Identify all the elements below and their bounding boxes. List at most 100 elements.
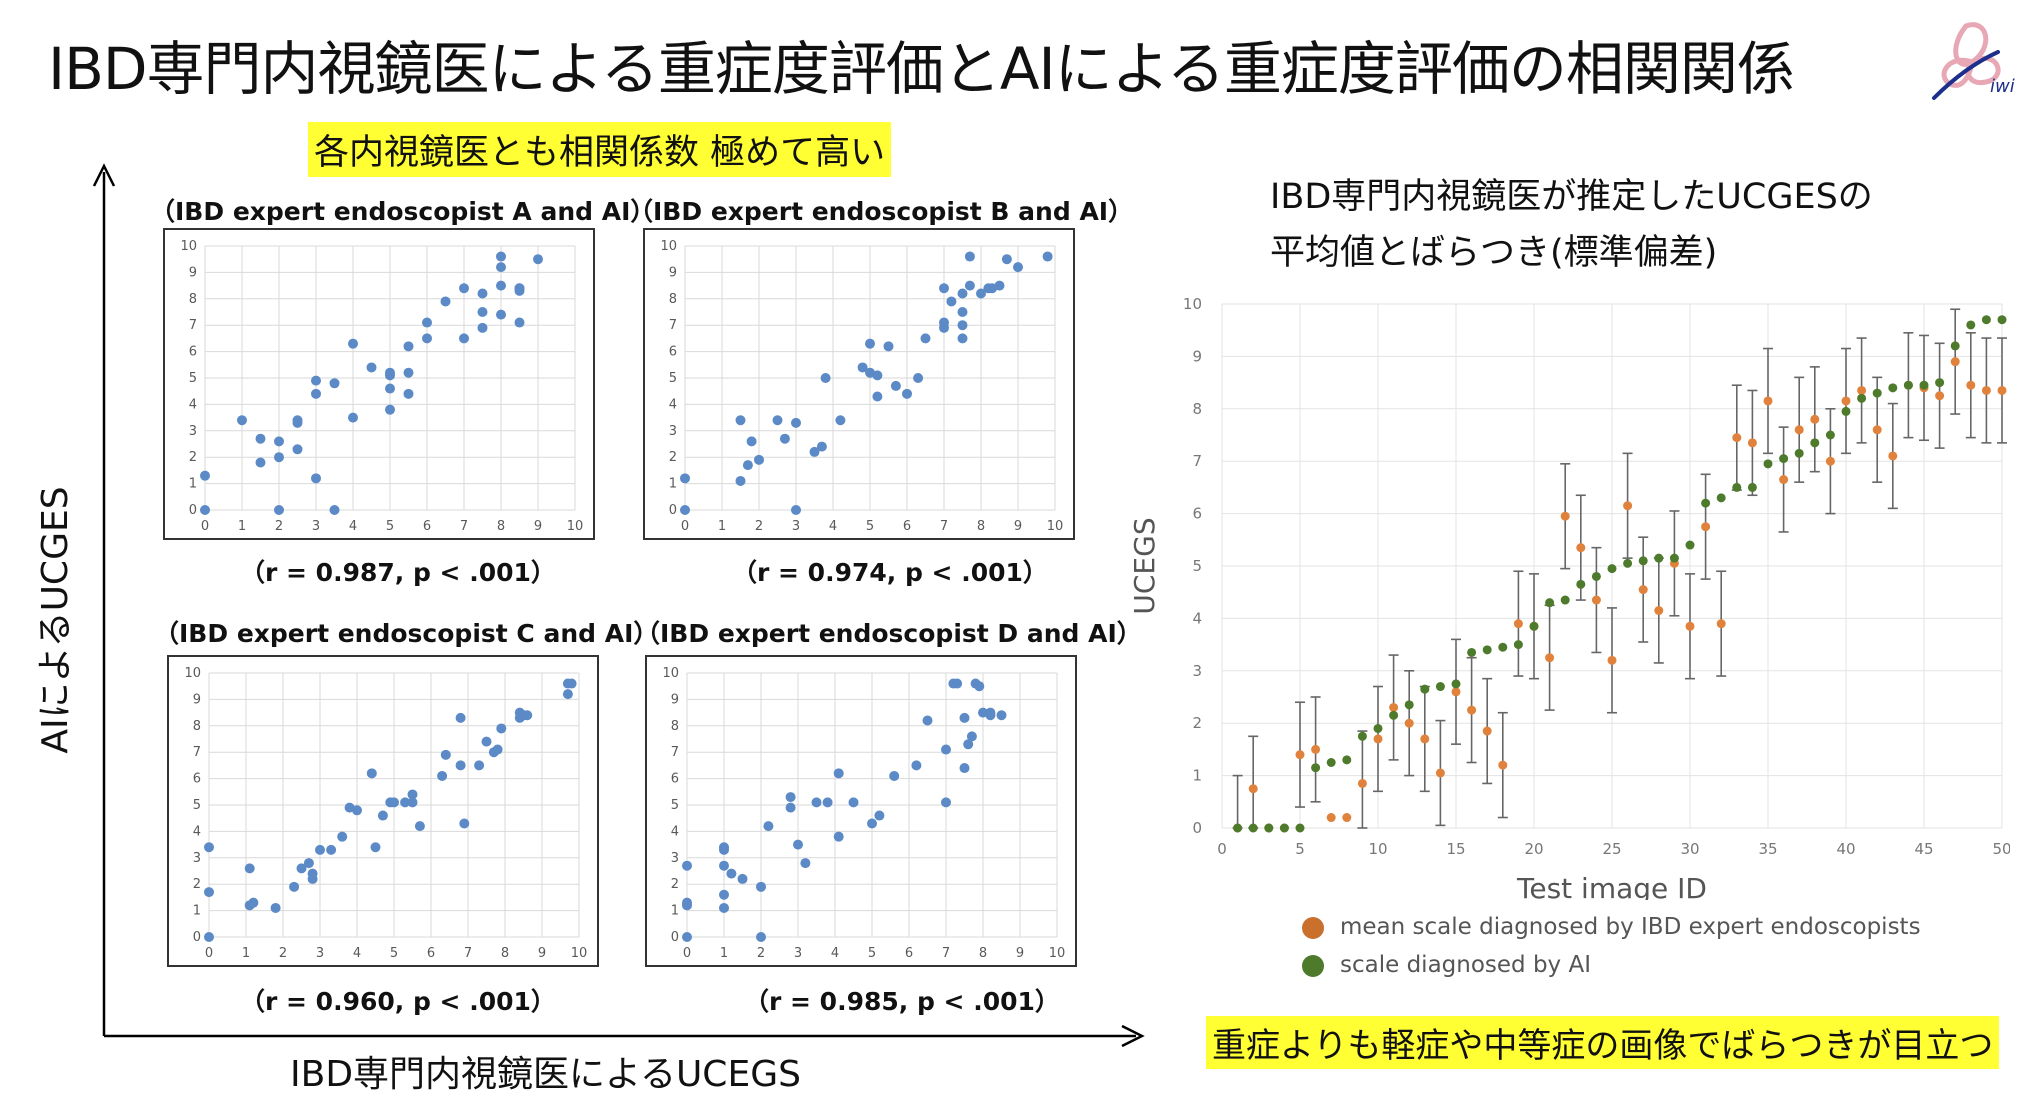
data-point [403,341,414,352]
x-tick-label: 2 [755,519,763,534]
y-tick-label: 7 [193,745,201,760]
ai-point [1248,823,1258,833]
ai-point [1576,579,1586,589]
data-point [455,712,466,723]
data-point [959,712,970,723]
data-point [403,367,414,378]
ai-point [1747,482,1757,492]
y-tick-label: 1 [671,904,679,919]
mean-point [1467,705,1477,715]
data-point [311,473,321,484]
x-tick-label: 10 [1047,519,1064,534]
legend-mean: mean scale diagnosed by IBD expert endos… [1302,914,1921,940]
mean-point [1311,744,1321,754]
x-tick-label: 9 [534,519,542,534]
y-tick-label: 4 [669,397,677,412]
data-point [274,436,284,447]
y-tick-label: 7 [671,745,679,760]
ai-point [1732,482,1742,492]
data-point [422,333,432,344]
ai-point [1357,731,1367,741]
data-point [800,858,811,869]
y-tick-label: 2 [671,877,679,892]
y-tick-label: 9 [189,265,197,280]
data-point [735,475,746,486]
data-point [963,739,974,750]
scatter-panel-b: 00 1 1 2 2 3 3 4 4 5 5 6 6 7 7 8 8 9 9 10 10 [643,228,1075,540]
data-point [400,797,411,808]
data-point [680,473,690,484]
data-point [865,338,875,349]
mean-point [1888,451,1898,461]
x-tick-label: 1 [242,946,250,961]
ai-point [1685,540,1695,550]
data-point [785,802,796,813]
data-point [292,444,303,455]
data-point [377,810,388,821]
data-point [459,283,469,294]
y-tick-label: 6 [1192,505,1202,523]
data-point [957,307,968,317]
data-point [522,710,533,721]
data-point [414,821,425,832]
x-tick-label: 35 [1758,840,1777,858]
ai-point [1467,647,1477,657]
data-point [941,797,951,808]
ai-point [1981,315,1991,325]
mean-point [1373,734,1383,744]
x-tick-label: 15 [1446,840,1465,858]
x-tick-label: 5 [866,519,874,534]
mean-point [1576,543,1586,553]
data-point [307,868,318,879]
data-point [477,322,488,333]
mean-point [1857,385,1867,395]
data-point [922,715,933,726]
data-point [562,689,573,700]
y-tick-label: 9 [671,692,679,707]
x-tick-label: 8 [501,946,509,961]
mean-point [1654,606,1664,616]
x-tick-label: 0 [681,519,689,534]
x-tick-label: 5 [386,519,394,534]
mean-point [1997,385,2007,395]
data-point [311,375,321,386]
ai-point [1763,459,1773,469]
ai-point [1638,556,1648,566]
data-point [204,887,214,898]
x-tick-label: 7 [464,946,472,961]
data-point [680,505,690,515]
y-tick-label: 6 [193,772,201,787]
data-point [941,744,951,755]
data-point [867,818,877,829]
mean-point [1326,813,1336,823]
legend-ai: scale diagnosed by AI [1302,952,1591,978]
y-tick-label: 4 [671,824,679,839]
x-tick-label: 20 [1524,840,1543,858]
x-tick-label: 10 [1368,840,1387,858]
data-point [785,792,796,803]
y-tick-label: 10 [1183,295,1202,313]
x-tick-label: 8 [979,946,987,961]
data-point [754,454,764,465]
ai-point [1919,380,1929,390]
x-tick-label: 3 [794,946,802,961]
right-title-line-1: IBD専門内視鏡医が推定したUCGESの [1270,177,1873,217]
legend-mean-marker [1302,916,1324,939]
data-point [985,707,996,718]
page-title: IBD専門内視鏡医による重症度評価とAIによる重症度評価の相関関係 [48,35,1795,103]
panel-b-stat: （r = 0.974, p < .001） [732,558,1048,587]
data-point [957,320,968,331]
data-point [496,262,506,273]
scatter-panel-a: 00 1 1 2 2 3 3 4 4 5 5 6 6 7 7 8 8 9 9 10 10 [163,228,595,540]
y-tick-label: 0 [189,503,197,518]
panel-d-stat: （r = 0.985, p < .001） [744,987,1060,1016]
data-point [964,280,975,291]
data-point [1013,262,1023,273]
ai-point [1794,448,1804,458]
mean-point [1950,357,1960,367]
y-tick-label: 1 [1192,767,1202,785]
data-point [719,902,729,913]
x-tick-label: 2 [279,946,287,961]
data-point [996,710,1007,721]
